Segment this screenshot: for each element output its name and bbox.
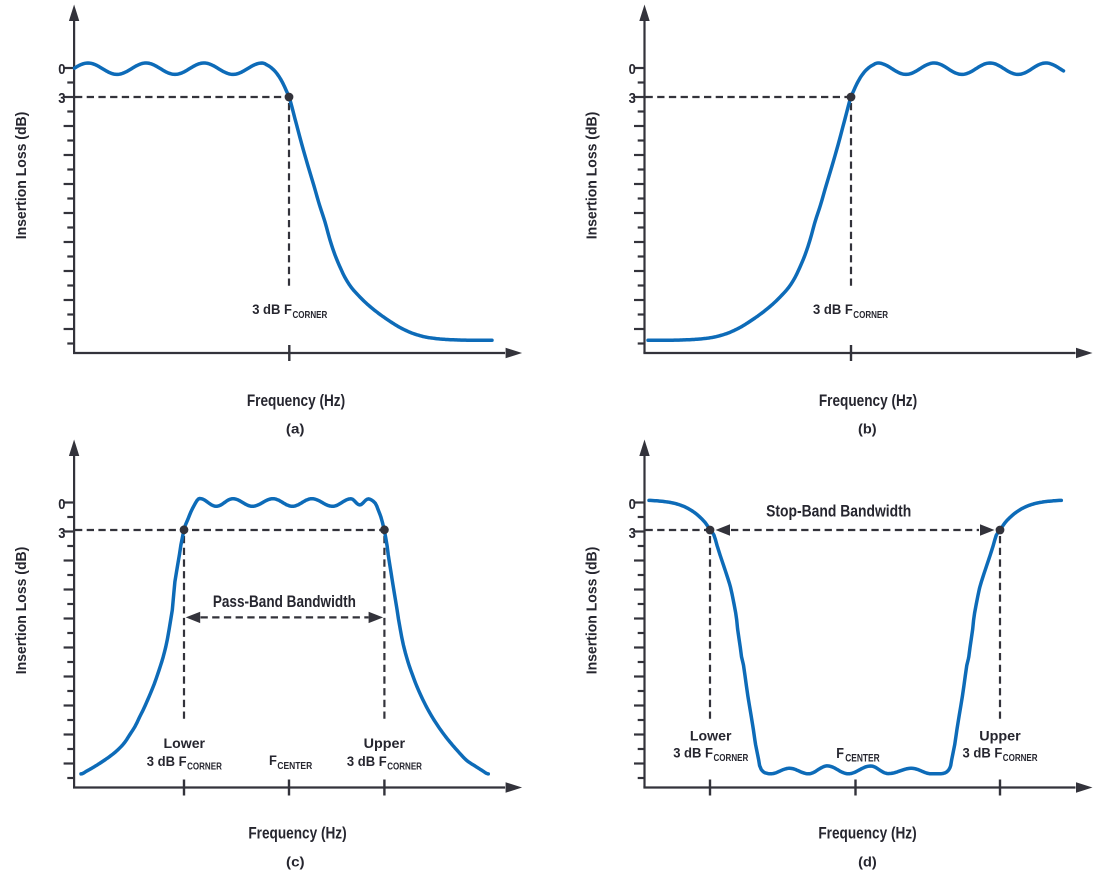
svg-text:Pass-Band Bandwidth: Pass-Band Bandwidth <box>213 592 356 611</box>
svg-text:3: 3 <box>629 526 636 542</box>
svg-text:Frequency (Hz): Frequency (Hz) <box>247 391 345 410</box>
svg-text:3 dB F: 3 dB F <box>147 753 187 769</box>
svg-text:Frequency (Hz): Frequency (Hz) <box>818 824 916 843</box>
svg-text:0: 0 <box>629 497 636 513</box>
svg-text:Upper: Upper <box>364 735 406 751</box>
svg-text:(a): (a) <box>286 420 305 436</box>
svg-text:3: 3 <box>629 91 636 107</box>
svg-text:0: 0 <box>58 497 65 513</box>
svg-text:CORNER: CORNER <box>293 310 328 321</box>
svg-text:F: F <box>269 752 277 768</box>
svg-text:Insertion Loss (dB): Insertion Loss (dB) <box>13 112 30 240</box>
svg-text:3: 3 <box>58 526 65 542</box>
svg-text:F: F <box>836 746 844 762</box>
svg-text:(d): (d) <box>858 854 877 870</box>
svg-text:CENTER: CENTER <box>845 752 880 764</box>
svg-text:3 dB F: 3 dB F <box>963 745 1003 761</box>
svg-text:CENTER: CENTER <box>277 761 312 772</box>
svg-text:(b): (b) <box>858 420 877 436</box>
svg-text:0: 0 <box>629 62 636 78</box>
svg-text:CORNER: CORNER <box>1003 753 1038 764</box>
svg-text:3 dB F: 3 dB F <box>347 753 387 769</box>
svg-text:CORNER: CORNER <box>714 753 749 764</box>
svg-text:(c): (c) <box>286 854 305 870</box>
svg-text:CORNER: CORNER <box>853 310 888 321</box>
svg-text:3: 3 <box>58 91 65 107</box>
svg-text:Stop-Band Bandwidth: Stop-Band Bandwidth <box>766 502 911 521</box>
svg-text:Insertion Loss (dB): Insertion Loss (dB) <box>583 112 600 240</box>
svg-text:3 dB F: 3 dB F <box>252 301 292 317</box>
svg-text:3 dB F: 3 dB F <box>813 301 853 317</box>
svg-text:Upper: Upper <box>979 727 1021 743</box>
svg-text:0: 0 <box>58 62 65 78</box>
svg-text:3 dB F: 3 dB F <box>673 745 713 761</box>
svg-text:Frequency (Hz): Frequency (Hz) <box>248 824 346 843</box>
svg-text:CORNER: CORNER <box>387 761 422 772</box>
svg-text:CORNER: CORNER <box>187 761 222 772</box>
svg-text:Insertion Loss (dB): Insertion Loss (dB) <box>583 547 600 675</box>
svg-text:Insertion Loss (dB): Insertion Loss (dB) <box>13 547 30 675</box>
svg-text:Lower: Lower <box>690 727 732 743</box>
svg-text:Lower: Lower <box>164 735 206 751</box>
svg-text:Frequency (Hz): Frequency (Hz) <box>819 391 917 410</box>
